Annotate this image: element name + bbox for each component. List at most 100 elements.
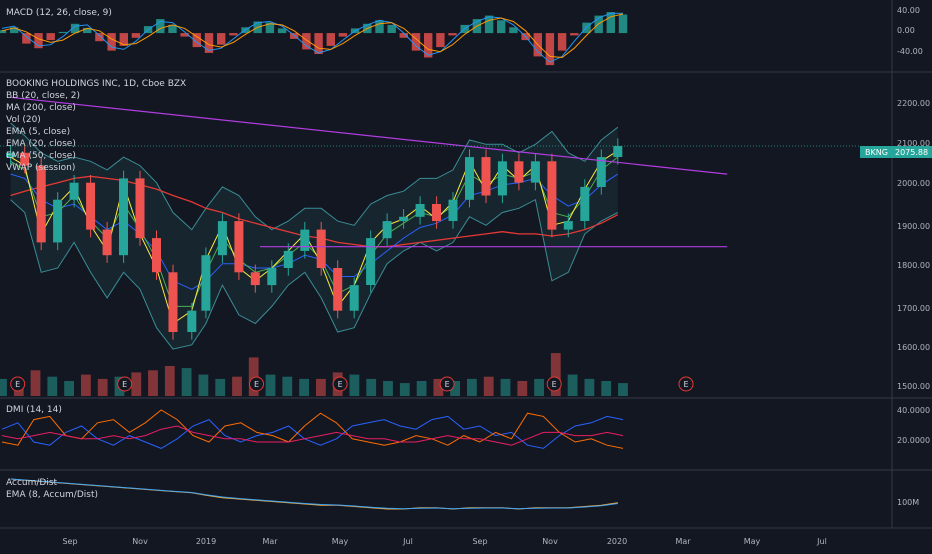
macd-tick: 40.00 [897,6,920,15]
price-candle [283,250,293,268]
legend-ema5: EMA (5, close) [6,127,70,137]
plus_di-line [1,415,624,449]
earnings-marker[interactable] [439,376,455,392]
earnings-marker[interactable] [546,376,562,392]
macd-line [1,12,623,63]
descending-trendline[interactable] [10,96,728,175]
volume-bar [64,381,74,396]
macd-histogram-bar [83,27,92,34]
dmi-panel[interactable]: DMI (14, 14) 40.0000 20.0000 [1,405,930,449]
macd-histogram-bar [107,33,116,51]
macd-histogram-bar [399,33,408,38]
macd-histogram-bar [34,33,43,49]
volume-bar [399,383,410,396]
macd-histogram-bar [436,33,445,48]
volume-bar [282,376,293,396]
earnings-marker[interactable] [249,376,264,392]
macd-histogram-bar [204,33,214,53]
price-candle [152,238,161,273]
price-tick: 2100.00 [897,139,930,148]
volume-bar [215,378,226,396]
price-candle [465,157,474,200]
price-badge-ticker: BKNG [865,148,888,157]
volume-bar [47,376,58,396]
price-candle [596,157,606,187]
time-axis[interactable]: Sep Nov 2019 Mar May Jul Sep Nov 2020 Ma… [62,537,826,546]
volume-bar [534,378,544,396]
earnings-marker-label: E [254,380,259,389]
macd-histogram-bar [229,33,238,36]
macd-panel[interactable]: MACD (12, 26, close, 9) 40.00 0.00 -40.0… [0,6,923,66]
volume-bar [97,378,108,396]
price-tick: 2200.00 [897,99,930,108]
price-candle [580,186,590,221]
legend-ema20: EMA (20, close) [6,139,76,149]
time-tick: Sep [472,537,487,546]
accum-panel[interactable]: Accum/Dist EMA (8, Accum/Dist) 100M [6,478,919,510]
macd-marks [0,12,628,66]
time-tick: Mar [262,537,278,546]
earnings-marker-label: E [445,380,450,389]
macd-tick: 0.00 [897,26,915,35]
time-tick: Sep [62,537,77,546]
macd-histogram-bar [10,27,19,34]
macd-histogram-bar [156,19,165,34]
volume-bar [30,370,41,396]
price-tick: 1800.00 [897,261,930,270]
volume-bar [618,383,628,396]
minus_di-line [1,409,624,449]
legend-bb: BB (20, close, 2) [6,91,80,101]
price-candle [613,146,623,157]
earnings-marker-label: E [15,380,20,389]
price-badge-value: 2075.88 [895,148,928,157]
macd-histogram-bar [497,20,506,34]
macd-histogram-bar [606,12,615,33]
macd-tick: -40.00 [897,47,923,56]
macd-histogram-bar [557,33,567,51]
earnings-marker-label: E [683,380,688,389]
earnings-marker[interactable] [332,376,348,392]
macd-histogram-bar [302,33,311,50]
volume-bar [265,374,276,396]
price-candle [333,268,343,311]
ma200-line [10,175,619,248]
earnings-marker[interactable] [117,376,133,392]
macd-histogram-bar [70,23,80,34]
ema50-line [10,173,619,290]
time-tick: Nov [132,537,148,546]
earnings-marker[interactable] [10,376,26,392]
earnings-marker[interactable] [678,376,694,392]
price-candle [366,238,376,285]
macd-signal-line [1,13,624,59]
legend-volume: Vol (20) [6,115,41,125]
price-candle [448,199,458,221]
price-panel[interactable]: E E E E E E E BOOKING HOLDINGS INC, 1D, Cboe B… [0,79,932,396]
last-price-badge[interactable]: BKNG 2075.88 [860,146,932,158]
dmi-tick: 40.0000 [897,406,930,415]
volume-bar [517,381,528,396]
price-tick: 1700.00 [897,304,930,313]
accum-dist-ema-line [10,478,618,510]
price-tick: 1500.00 [897,382,930,391]
price-candle [119,178,128,256]
volume-bar [416,381,427,396]
panel-dividers [0,0,932,529]
macd-histogram-bar [326,33,335,46]
volume-bar [366,378,377,396]
time-tick: May [744,537,761,546]
earnings-marker-label: E [338,380,343,389]
macd-histogram-bar [484,15,494,34]
volume-bar [148,370,158,396]
price-candle [399,216,409,222]
price-tick: 1600.00 [897,343,930,352]
macd-histogram-bar [387,24,396,33]
price-candle [6,152,16,158]
macd-histogram-bar [618,14,628,34]
macd-histogram-bar [22,33,31,44]
macd-histogram-bar [119,33,128,46]
price-candle [563,221,573,230]
accum-legend: EMA (8, Accum/Dist) [6,490,98,500]
